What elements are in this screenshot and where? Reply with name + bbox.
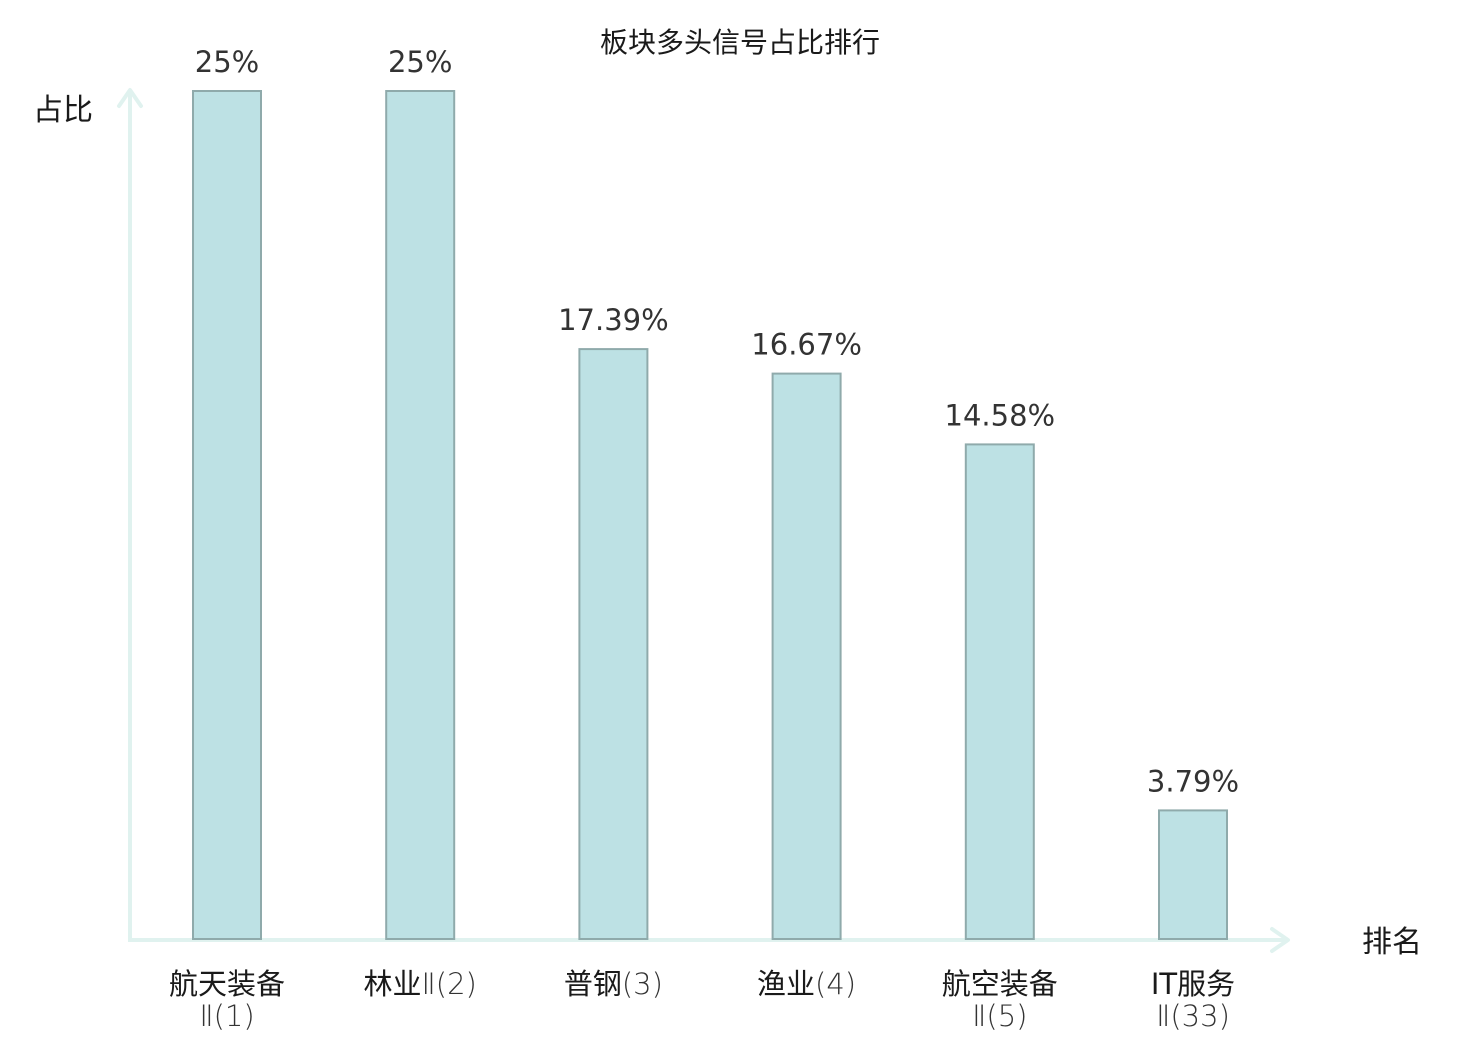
category-label-6: IT服务 Ⅱ(33) [1151,967,1235,1033]
category-name: IT服务 [1151,967,1235,1001]
y-axis-label: 占比 [33,93,93,128]
bar-2 [385,90,456,940]
bar-5 [964,443,1035,940]
category-name: 航天装备 [169,967,285,1001]
category-name: 航空装备 [942,967,1058,1001]
category-name: 渔业 [757,967,815,1001]
bar-3 [578,348,649,941]
category-rank: Ⅱ(1) [199,999,254,1033]
category-rank: (4) [815,967,856,1001]
x-axis-arrow-icon [1270,927,1290,953]
category-rank: Ⅱ(5) [972,999,1027,1033]
category-label-2: 林业Ⅱ(2) [364,967,477,1001]
category-label-4: 渔业(4) [757,967,856,1001]
value-labels-group: 25% 25% 17.39% 16.67% 14.58% 3.79% [195,45,1239,798]
value-label-5: 14.58% [945,398,1056,432]
chart-title: 板块多头信号占比排行 [600,26,880,59]
bars-group [192,90,1228,941]
axes [117,88,1290,953]
value-label-3: 17.39% [558,303,669,337]
category-name: 林业 [364,967,422,1001]
category-label-3: 普钢(3) [564,967,663,1001]
x-axis-label: 排名 [1362,925,1422,960]
value-label-4: 16.67% [751,328,862,362]
category-label-1: 航天装备 Ⅱ(1) [169,967,285,1033]
bar-4 [771,372,842,941]
y-axis-arrow-icon [117,88,143,108]
category-label-5: 航空装备 Ⅱ(5) [942,967,1058,1033]
category-rank: Ⅱ(33) [1156,999,1230,1033]
value-label-1: 25% [195,45,259,79]
bar-1 [192,90,262,940]
category-rank: Ⅱ(2) [422,967,477,1001]
category-name: 普钢 [564,967,622,1001]
bar-6 [1158,809,1228,941]
value-label-2: 25% [388,45,452,79]
value-label-6: 3.79% [1147,764,1239,798]
category-labels-group: 航天装备 Ⅱ(1) 林业Ⅱ(2) 普钢(3) 渔业(4) 航空装备 Ⅱ(5) IT服务 Ⅱ(33… [169,967,1235,1033]
category-rank: (3) [622,967,663,1001]
